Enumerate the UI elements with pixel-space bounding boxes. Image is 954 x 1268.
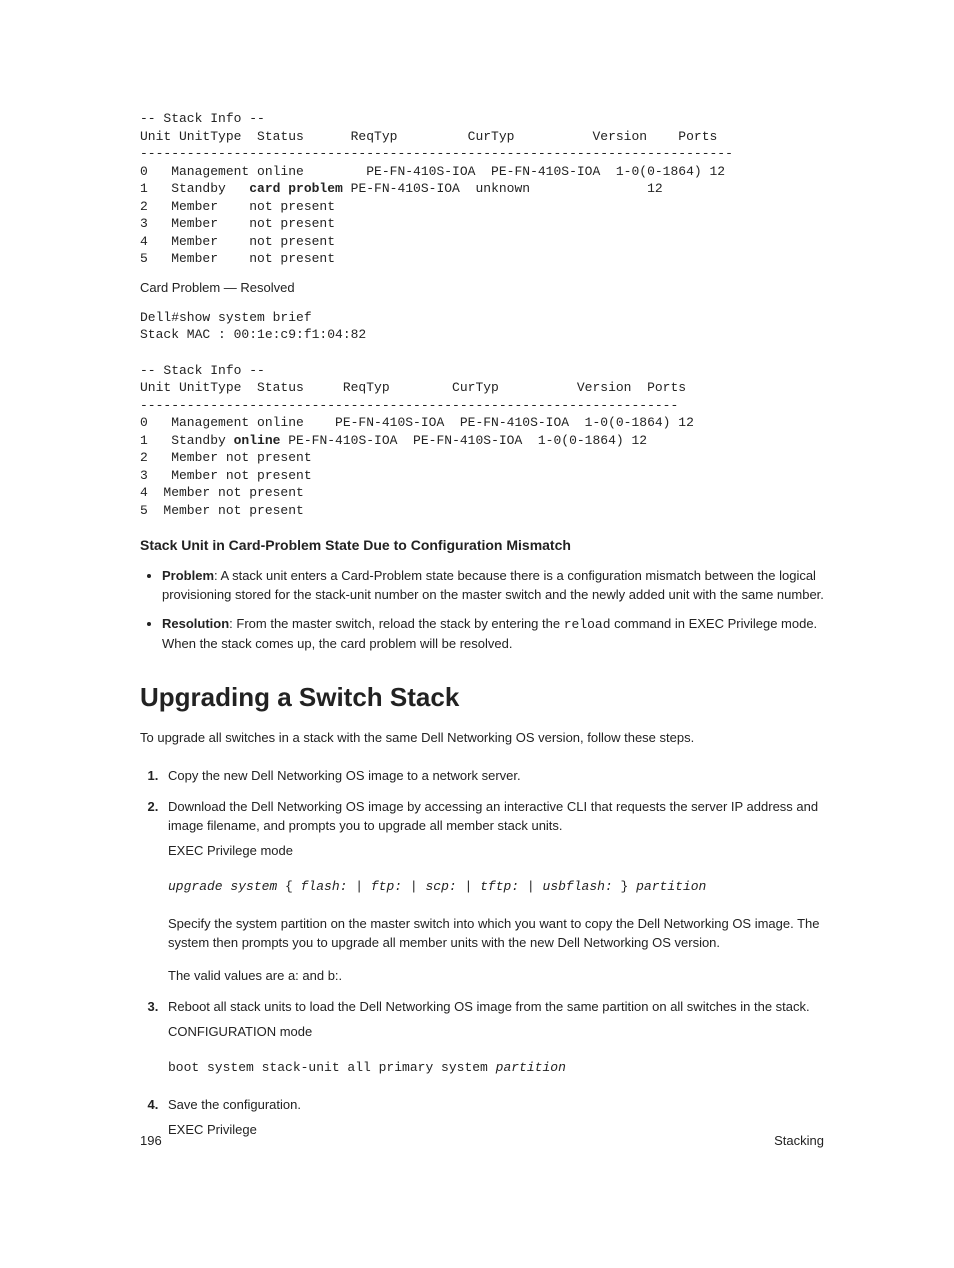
- step-1-text: Copy the new Dell Networking OS image to…: [168, 768, 521, 783]
- card-problem-bold: card problem: [249, 181, 343, 196]
- code-text: Dell#show system brief Stack MAC : 00:1e…: [140, 310, 694, 448]
- code-part: flash:: [301, 879, 356, 894]
- reload-code: reload: [564, 617, 611, 632]
- problem-bullet: Problem: A stack unit enters a Card-Prob…: [162, 567, 824, 605]
- code-part: }: [621, 879, 637, 894]
- code-part: |: [355, 879, 371, 894]
- code-part: |: [527, 879, 543, 894]
- card-problem-resolved-label: Card Problem — Resolved: [140, 280, 824, 295]
- code-part: |: [410, 879, 426, 894]
- step-3: Reboot all stack units to load the Dell …: [162, 998, 824, 1079]
- step-2-desc: Specify the system partition on the mast…: [168, 915, 824, 953]
- step-2-text: Download the Dell Networking OS image by…: [168, 799, 818, 833]
- step-2-mode: EXEC Privilege mode: [168, 842, 824, 861]
- step-3-mode: CONFIGURATION mode: [168, 1023, 824, 1042]
- code-part: tftp:: [480, 879, 527, 894]
- problem-label: Problem: [162, 568, 214, 583]
- code-part: scp:: [425, 879, 464, 894]
- resolution-text-a: : From the master switch, reload the sta…: [229, 616, 564, 631]
- step-3-text: Reboot all stack units to load the Dell …: [168, 999, 810, 1014]
- step-2-code: upgrade system { flash: | ftp: | scp: | …: [168, 878, 824, 897]
- page-number: 196: [140, 1133, 162, 1148]
- mismatch-bullets: Problem: A stack unit enters a Card-Prob…: [162, 567, 824, 653]
- stack-info-block-1: -- Stack Info -- Unit UnitType Status Re…: [140, 110, 824, 268]
- code-part: partition: [496, 1060, 566, 1075]
- step-2: Download the Dell Networking OS image by…: [162, 798, 824, 986]
- stack-info-block-2: Dell#show system brief Stack MAC : 00:1e…: [140, 309, 824, 520]
- upgrading-heading: Upgrading a Switch Stack: [140, 682, 824, 713]
- code-part: boot system stack-unit all primary syste…: [168, 1060, 496, 1075]
- code-part: ftp:: [371, 879, 410, 894]
- resolution-label: Resolution: [162, 616, 229, 631]
- problem-text: : A stack unit enters a Card-Problem sta…: [162, 568, 824, 602]
- code-part: upgrade system: [168, 879, 277, 894]
- config-mismatch-heading: Stack Unit in Card-Problem State Due to …: [140, 537, 824, 553]
- step-3-code: boot system stack-unit all primary syste…: [168, 1059, 824, 1078]
- code-part: |: [464, 879, 480, 894]
- step-2-valid: The valid values are a: and b:.: [168, 967, 824, 986]
- section-name: Stacking: [774, 1133, 824, 1148]
- page-footer: 196 Stacking: [140, 1133, 824, 1148]
- document-page: -- Stack Info -- Unit UnitType Status Re…: [0, 0, 954, 1268]
- step-4-text: Save the configuration.: [168, 1097, 301, 1112]
- code-part: usbflash:: [543, 879, 621, 894]
- upgrade-steps: Copy the new Dell Networking OS image to…: [162, 767, 824, 1140]
- online-bold: online: [234, 433, 281, 448]
- resolution-bullet: Resolution: From the master switch, relo…: [162, 615, 824, 654]
- code-part: partition: [636, 879, 706, 894]
- step-1: Copy the new Dell Networking OS image to…: [162, 767, 824, 786]
- code-part: {: [277, 879, 300, 894]
- upgrade-intro: To upgrade all switches in a stack with …: [140, 729, 824, 747]
